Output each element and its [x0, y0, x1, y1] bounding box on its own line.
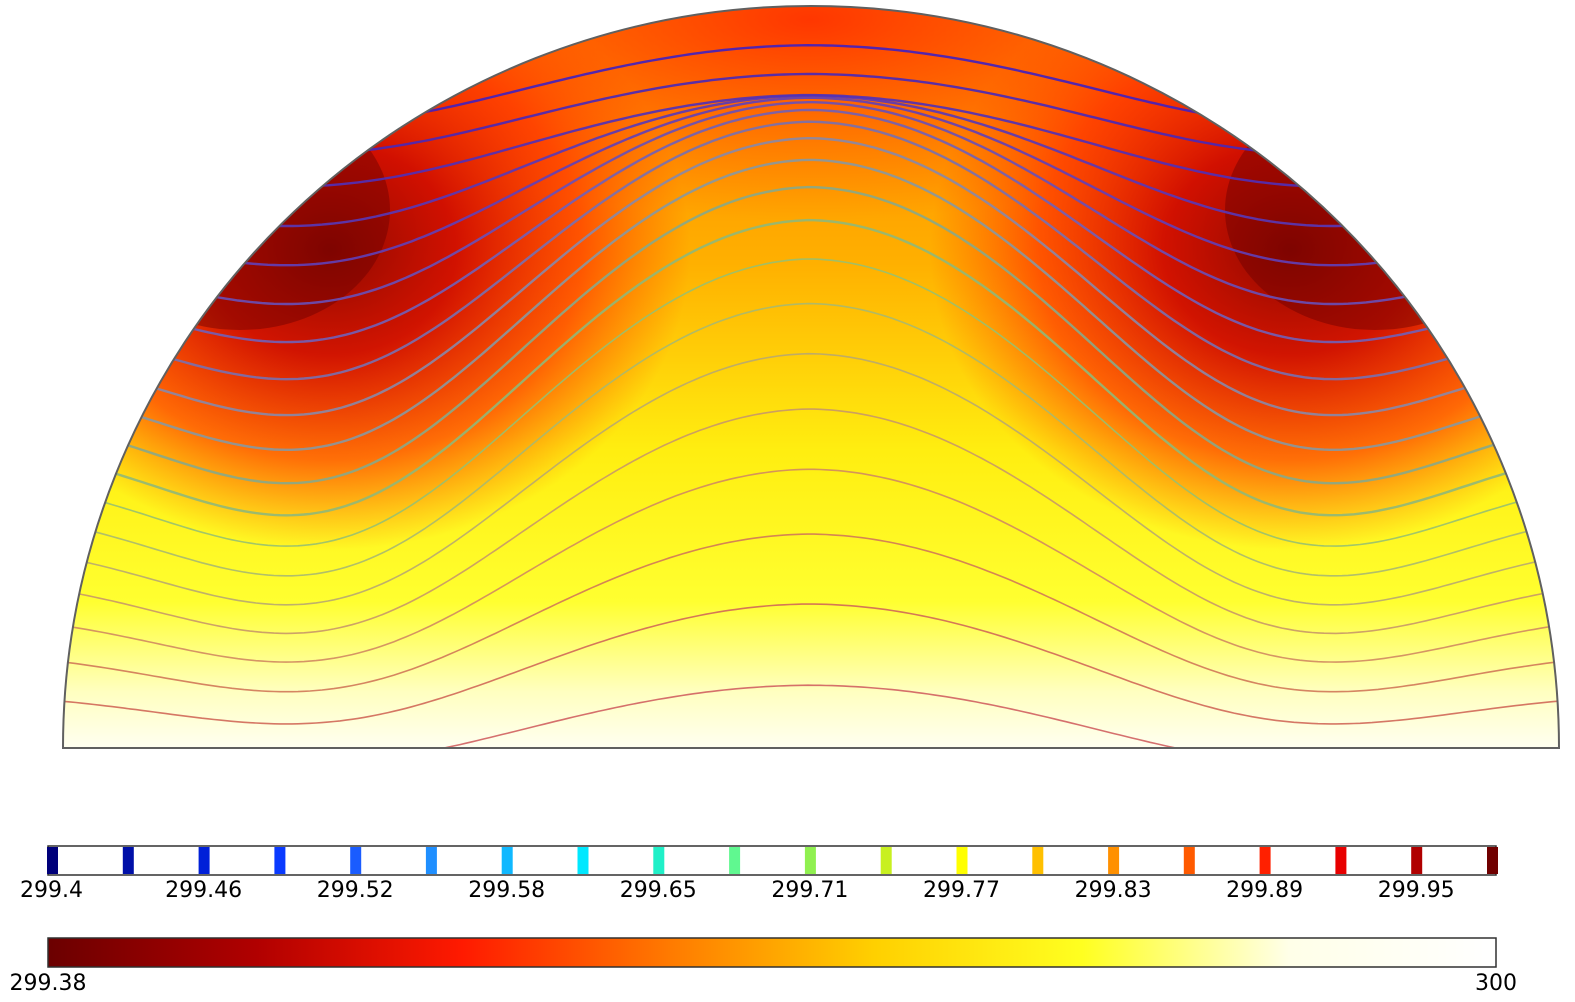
contour-swatch — [198, 847, 210, 874]
heat-field — [63, 6, 1559, 748]
contour-line — [63, 101, 1559, 306]
contour-swatch — [425, 847, 437, 874]
contour-swatch — [729, 847, 741, 874]
contour-line — [63, 603, 1559, 725]
contour-tick-label: 299.58 — [468, 878, 545, 903]
contour-swatch — [804, 847, 816, 874]
contour-swatch — [577, 847, 589, 874]
contour-line — [63, 684, 1559, 748]
contour-line — [63, 185, 1559, 485]
contour-tick-label: 299.83 — [1075, 878, 1152, 903]
contour-swatch — [1032, 847, 1044, 874]
contour-line — [63, 218, 1559, 517]
contour-swatch — [1411, 847, 1423, 874]
contour-line — [63, 258, 1559, 547]
contour-tick-label: 299.46 — [165, 878, 242, 903]
contour-tick-label: 299.4 — [20, 878, 83, 903]
contour-line — [63, 158, 1559, 451]
contour-swatch — [1487, 847, 1498, 874]
contour-line — [63, 408, 1559, 635]
contour-line — [63, 352, 1559, 606]
contour-tick-label: 299.71 — [771, 878, 848, 903]
colorbar-min-label: 299.38 — [10, 971, 87, 996]
contour-swatch — [274, 847, 286, 874]
contour-line — [63, 533, 1559, 693]
colorbar-bar — [47, 937, 1497, 968]
contour-swatch — [956, 847, 968, 874]
contour-swatch — [1259, 847, 1271, 874]
colorbar-max-label: 300 — [1475, 971, 1517, 996]
contour-line — [63, 96, 1559, 267]
contour-swatch — [122, 847, 134, 874]
contour-tick-label: 299.52 — [317, 878, 394, 903]
contour-level-legend: 299.4 299.46 299.52 299.58 299.65 299.71 299.7… — [20, 845, 1498, 903]
colorbar: 299.38 300 — [10, 937, 1517, 996]
contour-line — [63, 302, 1559, 577]
dome-outline — [61, 5, 1561, 749]
contour-line — [63, 120, 1559, 381]
contour-swatch — [47, 847, 58, 874]
contour-swatch — [1335, 847, 1347, 874]
contour-legend-frame — [47, 845, 1497, 876]
contour-tick-label: 299.89 — [1226, 878, 1303, 903]
contour-tick-label: 299.95 — [1378, 878, 1455, 903]
contour-tick-label: 299.77 — [923, 878, 1000, 903]
contour-swatch — [501, 847, 513, 874]
contour-line — [63, 136, 1559, 417]
contour-tick-label: 299.65 — [620, 878, 697, 903]
contour-line — [63, 108, 1559, 344]
contour-swatch — [653, 847, 665, 874]
contour-line — [63, 468, 1559, 663]
contour-swatch — [1108, 847, 1120, 874]
contour-swatch — [350, 847, 362, 874]
contour-swatch — [1183, 847, 1195, 874]
contour-swatch — [880, 847, 892, 874]
